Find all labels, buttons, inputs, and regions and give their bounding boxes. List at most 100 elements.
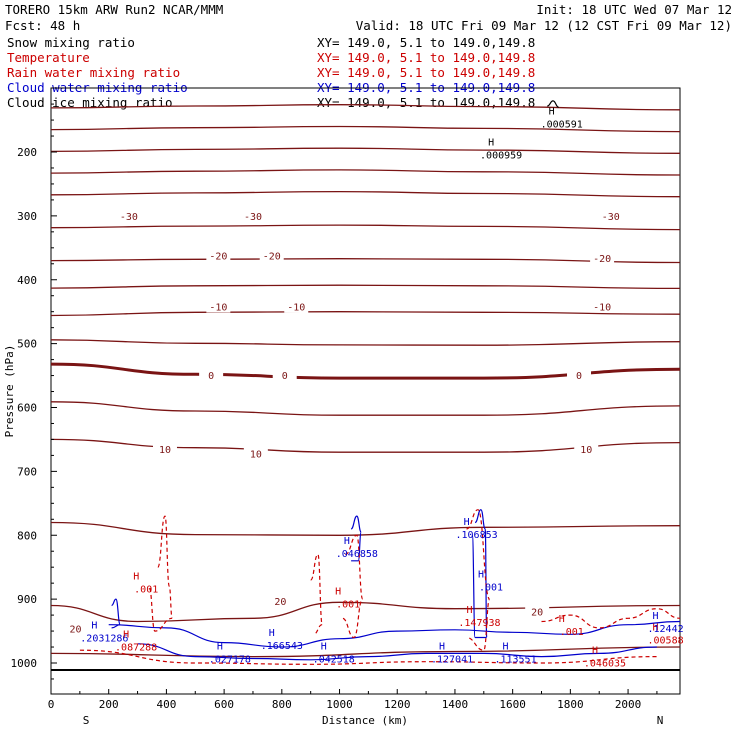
temp-label-bg [259, 249, 284, 262]
forecast-hour: Fcst: 48 h [5, 18, 80, 33]
maximum-marker: H [653, 611, 659, 622]
maximum-marker: H [439, 642, 445, 653]
maximum-marker: H [91, 620, 97, 631]
cloud-water-contour [137, 643, 657, 661]
y-tick-label: 1000 [11, 657, 38, 670]
maximum-marker: H [464, 517, 470, 528]
isotherm-10 [50, 438, 681, 453]
legend-name-temperature: Temperature [7, 50, 90, 65]
temp-label-bg [206, 249, 231, 262]
isotherm--40 [50, 147, 681, 154]
y-tick-label: 400 [17, 274, 37, 287]
temp-label-bg [240, 209, 265, 222]
temperature-label: -10 [593, 303, 611, 314]
isotherm--35 [50, 169, 681, 176]
temperature-label: 20 [70, 625, 82, 636]
x-tick-label: 1200 [384, 698, 411, 711]
isotherm--10 [50, 311, 681, 317]
x-tick-label: 1400 [442, 698, 469, 711]
x-end-label-south: S [83, 714, 90, 727]
temp-label-bg [598, 209, 623, 222]
temperature-labels: -30 -30 -30 -20 -20 -20 -10 -10 -10 0 0 0 10 10 10 20 20… [63, 209, 623, 636]
isotherm-15 [50, 521, 681, 536]
temperature-contours [50, 104, 681, 658]
temp-label-bg [268, 595, 293, 608]
x-tick-label: 2000 [615, 698, 642, 711]
maximum-marker: H [133, 571, 139, 582]
maximum-marker: H [559, 614, 565, 625]
temp-label-bg [525, 605, 550, 618]
temperature-label: 10 [580, 445, 592, 456]
temperature-label: 10 [250, 449, 262, 460]
maximum-value-label: .000959 [480, 151, 522, 162]
maximum-value-label: .046035 [584, 658, 626, 669]
legend-name-snow: Snow mixing ratio [7, 35, 135, 50]
rain-water-contour [148, 515, 173, 632]
temperature-label: -20 [263, 251, 281, 262]
init-time: Init: 18 UTC Wed 07 Mar 12 [536, 2, 732, 17]
temperature-label: 20 [274, 597, 286, 608]
temperature-label: 0 [208, 371, 214, 382]
temperature-label: -30 [602, 212, 620, 223]
isotherm-5 [50, 401, 681, 416]
maximum-marker: H [653, 622, 659, 633]
legend-xy-rain: XY= 149.0, 5.1 to 149.0,149.8 [317, 65, 535, 80]
maximum-marker: H [592, 645, 598, 656]
temp-label-bg [590, 300, 615, 313]
x-tick-label: 600 [214, 698, 234, 711]
temp-label-bg [284, 300, 309, 313]
x-tick-label: 400 [156, 698, 176, 711]
temperature-label: -30 [244, 212, 262, 223]
maximum-marker: H [217, 642, 223, 653]
temperature-label: 10 [159, 445, 171, 456]
isotherm--45 [50, 125, 681, 133]
y-axis-title: Pressure (hPa) [3, 345, 16, 438]
temp-label-bg [272, 368, 297, 381]
maxima-labels: H .000591 H .000959 H .106853 H .046858 H .001 H .0… [80, 106, 683, 669]
temperature-label: -20 [593, 254, 611, 265]
maximum-value-label: .087288 [115, 642, 157, 653]
maximum-value-label: .00588 [648, 635, 684, 646]
isotherm--25 [50, 224, 681, 231]
temperature-label: 0 [282, 371, 288, 382]
snow-contour [547, 100, 559, 108]
legend-xy-temperature: XY= 149.0, 5.1 to 149.0,149.8 [317, 50, 535, 65]
temperature-label: 20 [531, 607, 543, 618]
rain-water-contour [79, 649, 657, 665]
isotherm--5 [50, 339, 681, 346]
temp-label-bg [116, 209, 141, 222]
maximum-marker: H [344, 536, 350, 547]
temp-label-bg [574, 443, 599, 456]
maximum-value-label: .027178 [209, 655, 251, 666]
cloud-water-column [471, 509, 488, 639]
maximum-value-label: .166543 [261, 641, 303, 652]
isotherm--50 [50, 104, 681, 111]
maximum-value-label: .042518 [313, 655, 355, 666]
y-tick-label: 700 [17, 465, 37, 478]
rain-water-contour [541, 608, 681, 629]
maximum-marker: H [478, 569, 484, 580]
axes: 0 200 400 600 800 1000 1200 1400 1600 1800 2000200… [11, 103, 658, 711]
y-tick-label: 800 [17, 529, 37, 542]
isotherm--20 [50, 258, 681, 264]
legend-xy-cloud-ice: XY= 149.0, 5.1 to 149.0,149.8 [317, 95, 535, 110]
isotherm--30 [50, 190, 681, 198]
maximum-marker: H [269, 628, 275, 639]
legend-name-rain: Rain water mixing ratio [7, 65, 180, 80]
temp-label-bg [63, 622, 88, 635]
temperature-label: -10 [287, 303, 305, 314]
rain-water-contour [466, 509, 491, 651]
plot-frame [50, 87, 681, 695]
maximum-value-label: .113551 [494, 655, 536, 666]
valid-time: Valid: 18 UTC Fri 09 Mar 12 (12 CST Fri … [356, 18, 732, 33]
temperature-label: 0 [576, 371, 582, 382]
x-tick-label: 800 [272, 698, 292, 711]
maximum-value-label: .000591 [541, 119, 583, 130]
x-end-label-north: N [657, 714, 664, 727]
hydrometeor-contours [79, 100, 681, 665]
temperature-label: -20 [209, 251, 227, 262]
isotherm-20 [50, 601, 681, 623]
maximum-value-label: .127041 [431, 655, 473, 666]
maximum-value-label: .147938 [458, 618, 500, 629]
maximum-value-label: .106853 [456, 530, 498, 541]
